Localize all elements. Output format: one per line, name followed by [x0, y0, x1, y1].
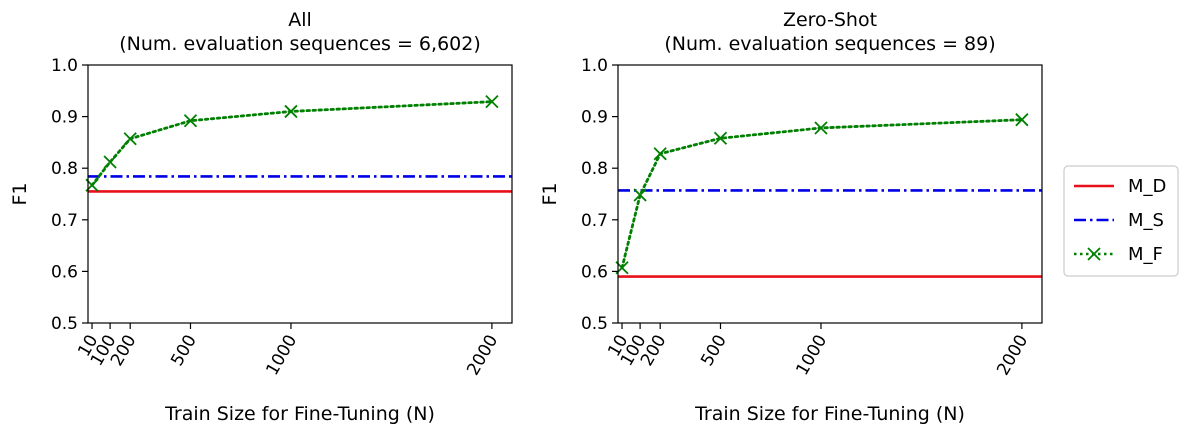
y-tick-label: 0.6: [51, 262, 78, 282]
y-tick-label: 1.0: [581, 56, 608, 76]
data-point: [103, 155, 117, 169]
legend-box: [1063, 165, 1179, 277]
data-point: [485, 94, 499, 109]
data-point: [1015, 113, 1029, 127]
series-line-m-f: [90, 100, 494, 187]
legend-label: M_D: [1128, 176, 1166, 197]
chart-title: All: [288, 9, 312, 31]
data-point: [284, 104, 298, 119]
data-point: [814, 121, 828, 135]
x-axis-label: Train Size for Fine-Tuning (N): [164, 403, 435, 425]
data-point: [183, 114, 198, 128]
y-tick-label: 0.8: [51, 159, 78, 179]
panel-2: Zero-Shot(Num. evaluation sequences = 89…: [539, 9, 1043, 425]
x-tick-label: 1000: [792, 332, 831, 379]
axes-frame: [87, 64, 513, 324]
plot-area: [618, 118, 1042, 278]
y-tick-label: 1.0: [51, 56, 78, 76]
plot-area: [88, 100, 512, 193]
series-line-m-f: [620, 118, 1024, 270]
chart-subtitle: (Num. evaluation sequences = 89): [664, 33, 995, 55]
chart-title: Zero-Shot: [783, 9, 877, 31]
x-tick-label: 2000: [993, 332, 1032, 379]
data-point: [653, 147, 667, 161]
y-tick-label: 0.6: [581, 262, 608, 282]
legend-label: M_F: [1128, 244, 1163, 265]
y-axis-label: F1: [9, 182, 31, 205]
y-tick-label: 0.9: [581, 108, 608, 128]
x-axis-label: Train Size for Fine-Tuning (N): [694, 403, 965, 425]
legend-label: M_S: [1128, 210, 1164, 231]
y-axis-label: F1: [539, 182, 561, 205]
x-tick-label: 500: [167, 332, 201, 370]
y-tick-label: 0.5: [581, 314, 608, 334]
legend-item: M_S: [1074, 210, 1164, 231]
legend-item: M_D: [1074, 176, 1166, 197]
panel-1: All(Num. evaluation sequences = 6,602) 0.…: [9, 9, 513, 425]
y-tick-label: 0.5: [51, 314, 78, 334]
y-tick-label: 0.7: [581, 211, 608, 231]
y-tick-label: 0.8: [581, 159, 608, 179]
legend-item: M_F: [1074, 244, 1163, 265]
data-point: [713, 131, 728, 145]
x-tick-label: 2000: [463, 332, 502, 379]
data-point: [123, 132, 137, 146]
chart-subtitle: (Num. evaluation sequences = 6,602): [119, 33, 481, 55]
x-tick-label: 500: [697, 332, 731, 370]
legend: M_D M_S M_F: [1063, 165, 1179, 277]
y-tick-label: 0.7: [51, 211, 78, 231]
x-tick-label: 1000: [262, 332, 301, 379]
data-point: [633, 188, 647, 202]
axes-frame: [617, 64, 1043, 324]
y-tick-label: 0.9: [51, 108, 78, 128]
